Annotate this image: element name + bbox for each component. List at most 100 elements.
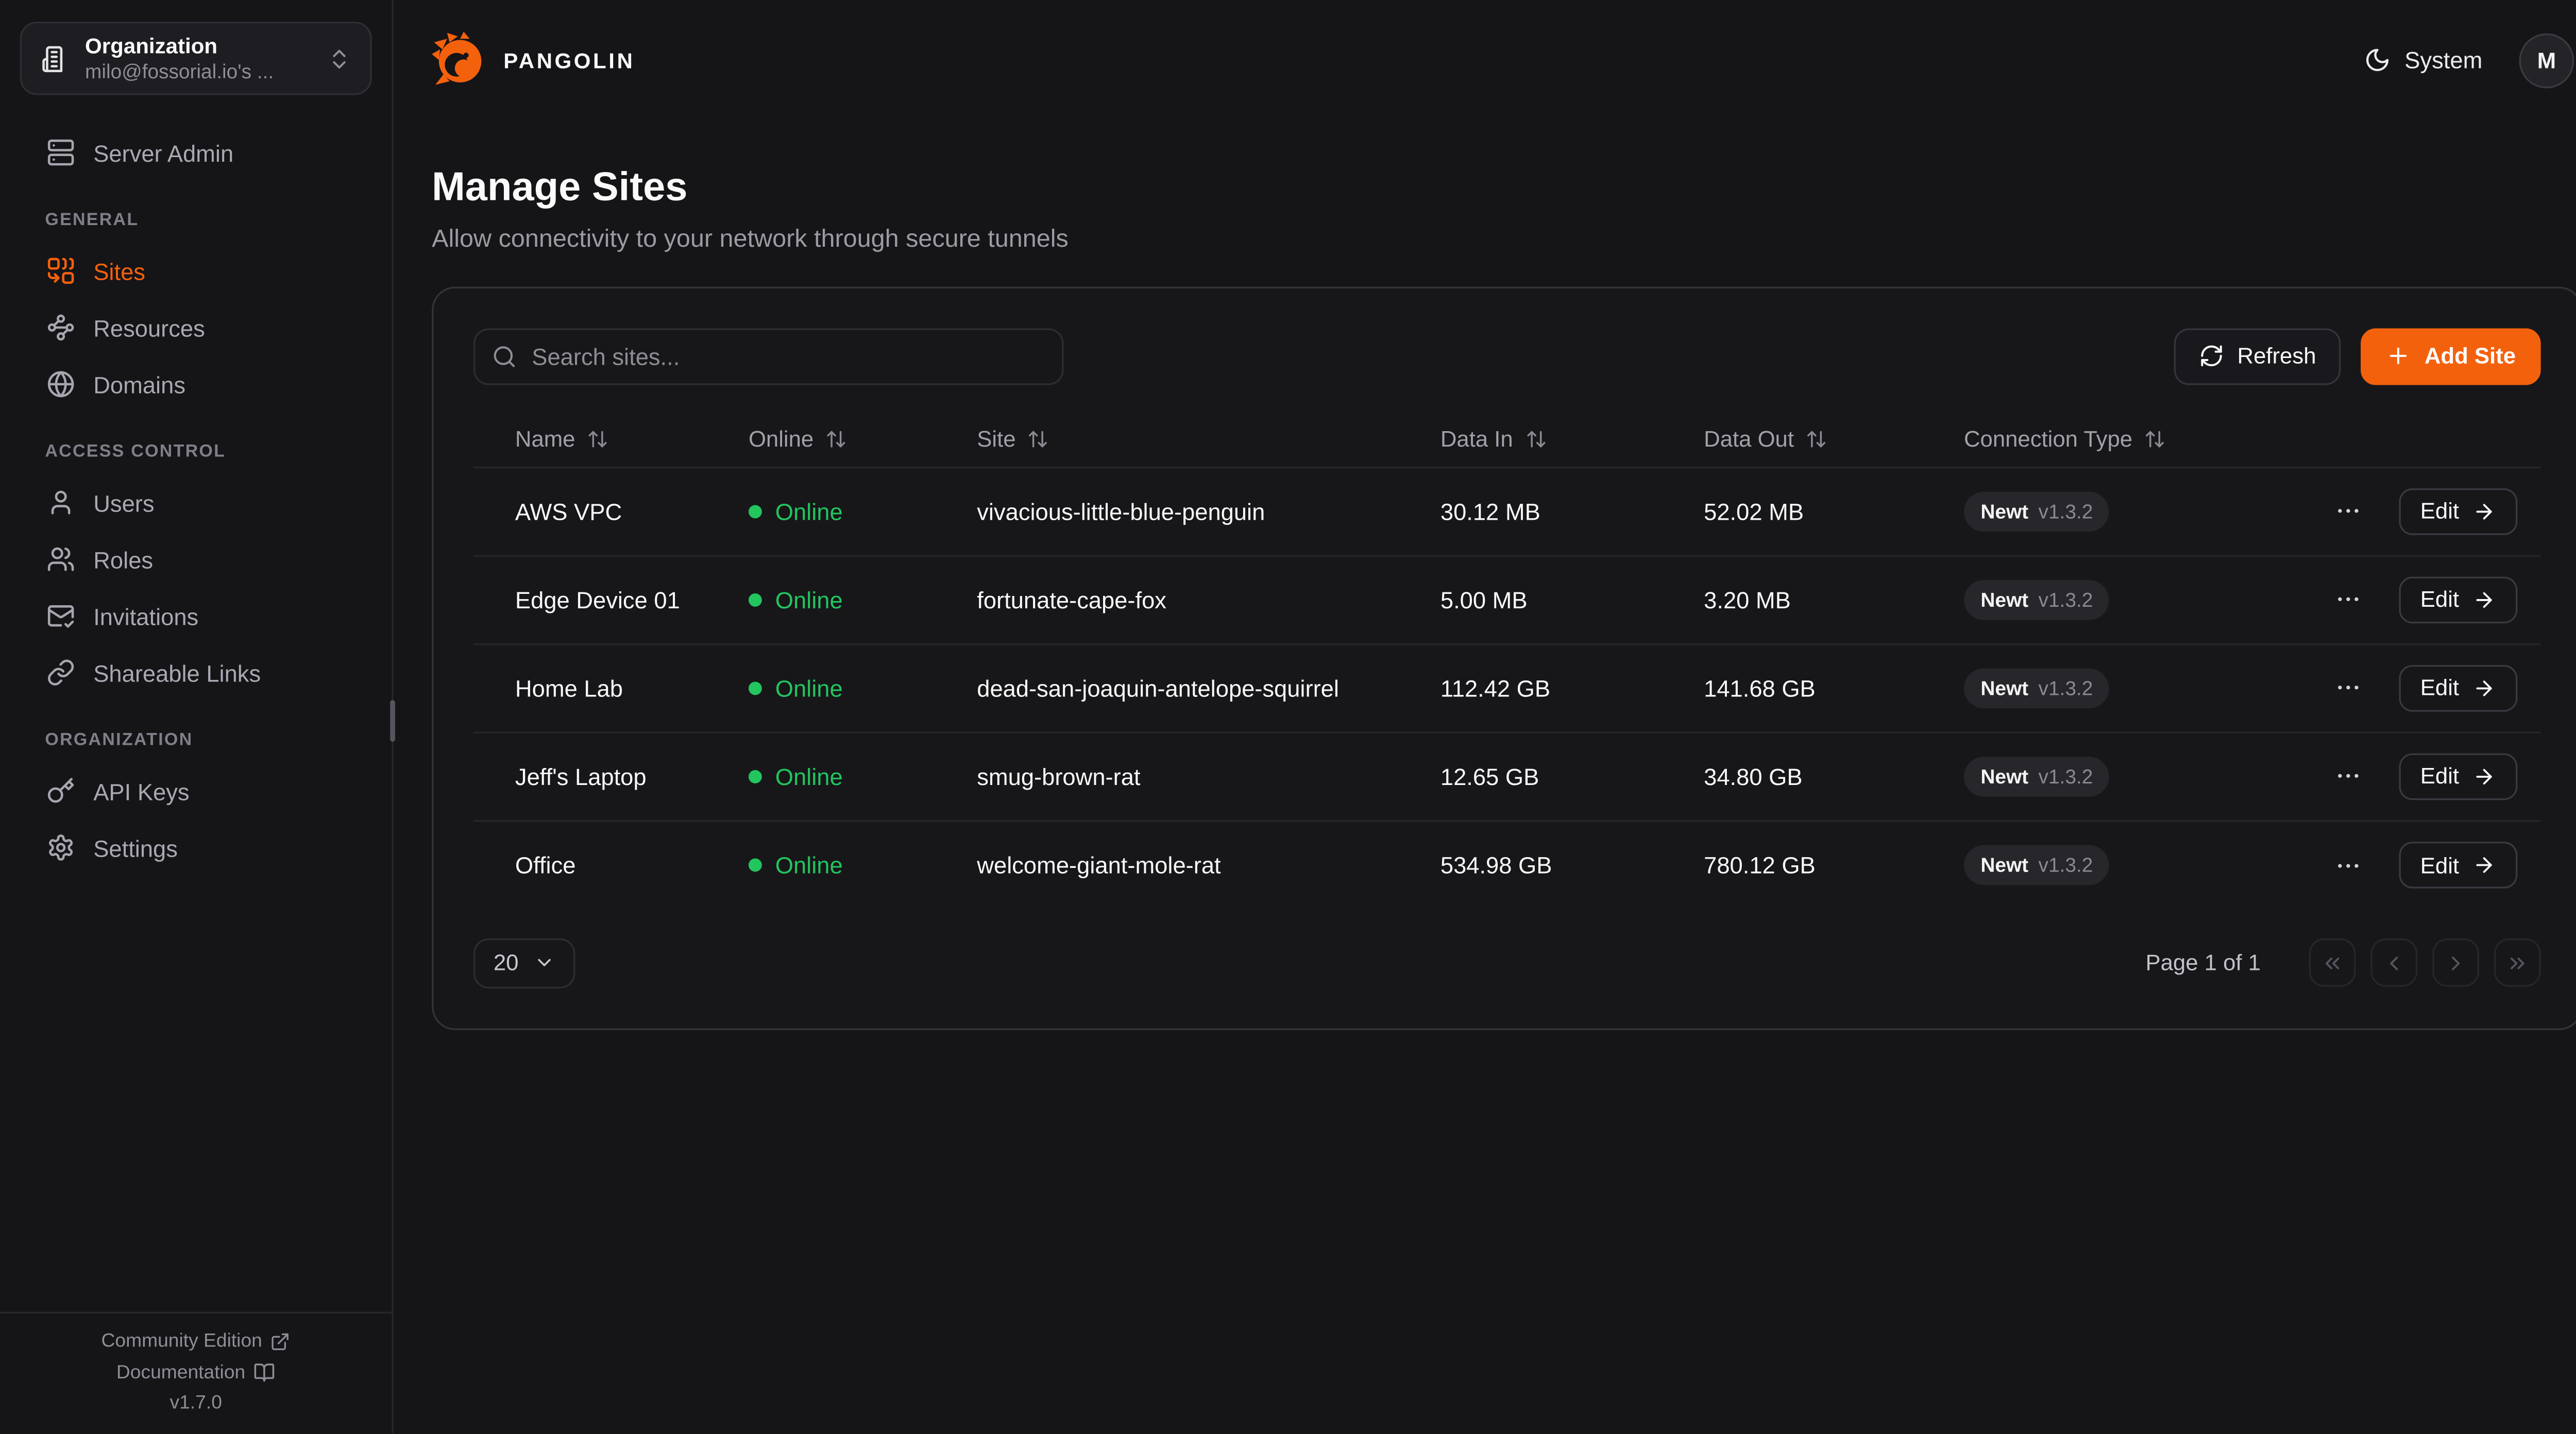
page-size-select[interactable]: 20	[473, 938, 575, 988]
first-page-button[interactable]	[2309, 938, 2356, 987]
plus-icon	[2386, 344, 2411, 369]
column-header-name[interactable]: Name	[473, 426, 749, 451]
search-input[interactable]	[473, 328, 1064, 385]
cell-site: fortunate-cape-fox	[977, 586, 1166, 613]
chevrons-right-icon	[2506, 951, 2529, 975]
pangolin-logo-icon	[432, 31, 482, 85]
sidebar-item-users[interactable]: Users	[20, 482, 372, 523]
edit-label: Edit	[2420, 764, 2460, 789]
chevron-right-icon	[2444, 951, 2467, 975]
status-label: Online	[775, 586, 843, 613]
user-icon	[47, 488, 75, 517]
avatar[interactable]: M	[2519, 32, 2574, 88]
sort-icon	[1524, 428, 1546, 450]
row-menu-button[interactable]	[2333, 762, 2362, 791]
sidebar-item-api-keys[interactable]: API Keys	[20, 770, 372, 812]
row-menu-button[interactable]	[2333, 586, 2362, 614]
connection-type-badge: Newt v1.3.2	[1963, 668, 2110, 708]
column-header-data-in[interactable]: Data In	[1440, 426, 1704, 451]
documentation-link[interactable]: Documentation	[116, 1362, 276, 1384]
edit-button[interactable]: Edit	[2398, 664, 2518, 712]
section-label-organization: ORGANIZATION	[45, 730, 193, 750]
edit-button[interactable]: Edit	[2398, 753, 2518, 800]
org-selector[interactable]: Organization milo@fossorial.io's ...	[20, 22, 372, 95]
row-menu-button[interactable]	[2333, 497, 2362, 525]
sidebar-item-label: Resources	[93, 314, 205, 341]
pager: Page 1 of 1	[2145, 938, 2541, 987]
brand[interactable]: PANGOLIN	[432, 31, 635, 88]
section-label-access-control: ACCESS CONTROL	[45, 441, 226, 462]
arrow-right-icon	[2472, 765, 2496, 788]
sites-table: Name Online Site Data In Data Out Connec…	[473, 412, 2541, 910]
external-link-icon	[270, 1332, 291, 1352]
arrow-right-icon	[2472, 588, 2496, 611]
cell-data-out: 34.80 GB	[1704, 763, 1803, 790]
sidebar-item-settings[interactable]: Settings	[20, 827, 372, 868]
last-page-button[interactable]	[2494, 938, 2541, 987]
page-subtitle: Allow connectivity to your network throu…	[432, 225, 1069, 253]
connection-type-badge: Newt v1.3.2	[1963, 491, 2110, 532]
community-edition-link[interactable]: Community Edition	[101, 1332, 291, 1352]
row-menu-button[interactable]	[2333, 674, 2362, 702]
sidebar-item-shareable-links[interactable]: Shareable Links	[20, 652, 372, 693]
mail-check-icon	[47, 602, 75, 630]
connection-version-label: v1.3.2	[2038, 764, 2093, 788]
gear-icon	[47, 833, 75, 862]
sidebar-item-label: Settings	[93, 834, 178, 861]
online-dot-icon	[748, 593, 762, 607]
sort-icon	[2144, 428, 2166, 450]
sidebar-item-label: Invitations	[93, 602, 199, 629]
sidebar-item-resources[interactable]: Resources	[20, 306, 372, 348]
sidebar-item-domains[interactable]: Domains	[20, 363, 372, 405]
table-row: Jeff's Laptop Online smug-brown-rat 12.6…	[473, 733, 2541, 822]
topbar: PANGOLIN System M	[394, 0, 2576, 120]
column-header-connection-type[interactable]: Connection Type	[1963, 426, 2281, 452]
sort-icon	[825, 428, 847, 450]
status-badge: Online	[748, 674, 843, 702]
sidebar-item-sites[interactable]: Sites	[20, 250, 372, 292]
chevron-down-icon	[534, 952, 555, 974]
org-label: Organization	[85, 32, 218, 58]
column-header-data-out[interactable]: Data Out	[1704, 426, 1964, 451]
chevron-left-icon	[2382, 951, 2405, 975]
status-badge: Online	[748, 763, 843, 790]
sidebar-resize-handle[interactable]	[390, 700, 395, 742]
connection-type-label: Newt	[1980, 764, 2029, 788]
sidebar-item-invitations[interactable]: Invitations	[20, 595, 372, 637]
connection-type-badge: Newt v1.3.2	[1963, 845, 2110, 886]
connection-version-label: v1.3.2	[2038, 500, 2093, 523]
column-header-label: Site	[977, 426, 1016, 452]
status-label: Online	[775, 852, 843, 879]
globe-icon	[47, 370, 75, 398]
status-badge: Online	[748, 498, 843, 525]
table-row: Home Lab Online dead-san-joaquin-antelop…	[473, 645, 2541, 733]
edit-button[interactable]: Edit	[2398, 576, 2518, 623]
brand-name: PANGOLIN	[503, 47, 635, 73]
theme-toggle-button[interactable]: System	[2365, 47, 2482, 73]
status-label: Online	[775, 674, 843, 702]
row-menu-button[interactable]	[2333, 851, 2362, 880]
edit-button[interactable]: Edit	[2398, 842, 2518, 889]
card-toolbar: Refresh Add Site	[473, 328, 2541, 385]
edit-button[interactable]: Edit	[2398, 488, 2518, 535]
previous-page-button[interactable]	[2370, 938, 2418, 987]
cell-data-out: 3.20 MB	[1704, 586, 1791, 613]
search-icon	[492, 344, 517, 369]
cell-data-in: 12.65 GB	[1440, 763, 1539, 790]
cell-name: Edge Device 01	[515, 586, 680, 613]
sidebar-item-label: Shareable Links	[93, 659, 261, 686]
page-head: Manage Sites Allow connectivity to your …	[394, 120, 2576, 253]
chevrons-up-down-icon	[327, 46, 352, 71]
sidebar-item-server-admin[interactable]: Server Admin	[20, 132, 372, 174]
column-header-label: Connection Type	[1963, 426, 2133, 452]
sidebar-item-roles[interactable]: Roles	[20, 538, 372, 580]
refresh-button[interactable]: Refresh	[2174, 328, 2342, 385]
search-box	[473, 328, 1064, 385]
status-label: Online	[775, 498, 843, 525]
online-dot-icon	[748, 859, 762, 873]
column-header-site[interactable]: Site	[977, 426, 1440, 452]
sidebar-item-label: API Keys	[93, 777, 190, 805]
next-page-button[interactable]	[2432, 938, 2479, 987]
column-header-online[interactable]: Online	[749, 426, 977, 451]
add-site-button[interactable]: Add Site	[2361, 328, 2541, 385]
